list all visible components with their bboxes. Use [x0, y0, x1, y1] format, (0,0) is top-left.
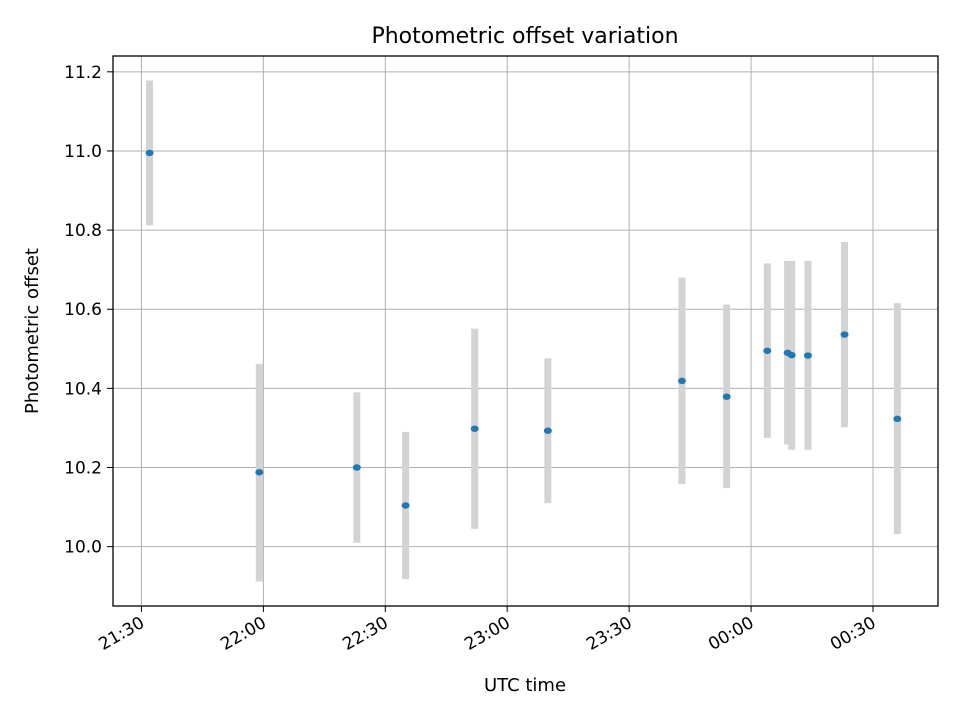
x-tick-label: 23:30 [583, 613, 635, 655]
y-axis-ticks: 10.0 10.2 10.4 10.6 10.8 11.0 11.2 [64, 63, 113, 558]
x-tick-label: 23:00 [461, 613, 513, 655]
x-tick-label: 00:30 [827, 613, 879, 655]
x-tick-label: 22:30 [339, 613, 391, 655]
data-point [840, 331, 849, 338]
x-tick-label: 22:00 [217, 613, 269, 655]
error-bars [146, 80, 901, 582]
x-tick-label: 00:00 [705, 613, 757, 655]
data-point [722, 393, 731, 400]
x-axis-label: UTC time [484, 675, 566, 696]
x-tick-label: 21:30 [96, 613, 148, 655]
y-tick-label: 11.0 [64, 142, 102, 162]
data-point [893, 415, 902, 423]
y-tick-label: 10.6 [64, 300, 102, 320]
data-point [803, 352, 812, 359]
data-point [145, 149, 154, 157]
y-tick-label: 10.0 [64, 538, 102, 558]
data-points [145, 149, 902, 509]
plot-frame [112, 55, 939, 607]
y-axis-label: Photometric offset [22, 248, 43, 414]
y-tick-label: 11.2 [64, 63, 102, 83]
x-axis-ticks: 21:30 22:00 22:30 23:00 23:30 00:00 00:30 [96, 606, 879, 655]
chart-title: Photometric offset variation [371, 24, 678, 49]
data-point [352, 464, 361, 471]
data-point [543, 427, 552, 434]
data-point [255, 469, 264, 476]
y-tick-label: 10.4 [64, 379, 102, 399]
y-tick-label: 10.2 [64, 459, 102, 479]
y-tick-label: 10.8 [64, 221, 102, 241]
data-point [787, 351, 796, 359]
grid-lines [113, 56, 938, 606]
data-point [470, 425, 479, 432]
data-point [763, 347, 772, 354]
data-point [677, 377, 686, 385]
data-point [401, 502, 410, 509]
